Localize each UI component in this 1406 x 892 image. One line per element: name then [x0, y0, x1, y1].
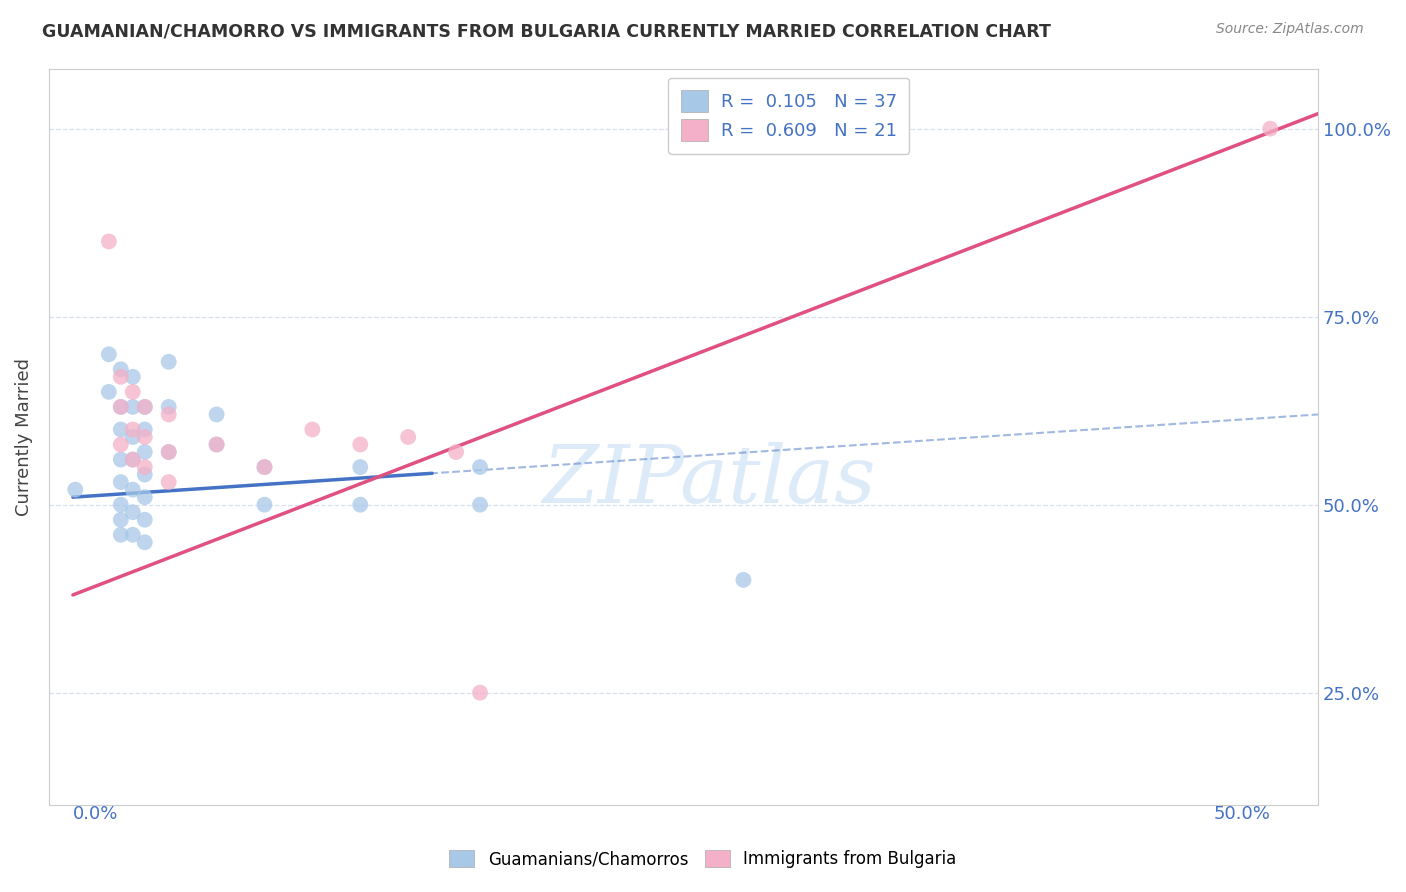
Point [121, 452, 143, 467]
Point [110, 452, 132, 467]
Point [121, 430, 143, 444]
Point [301, 422, 323, 436]
Point [110, 513, 132, 527]
Point [134, 467, 156, 482]
Point [121, 452, 143, 467]
Point [121, 384, 143, 399]
Text: ZIPatlas: ZIPatlas [543, 442, 876, 520]
Point [121, 400, 143, 414]
Point [65, 483, 87, 497]
Point [444, 445, 467, 459]
Point [1258, 121, 1281, 136]
Point [157, 355, 180, 369]
Point [349, 498, 371, 512]
Point [110, 437, 132, 451]
Point [110, 362, 132, 376]
Point [349, 437, 371, 451]
Text: Source: ZipAtlas.com: Source: ZipAtlas.com [1216, 22, 1364, 37]
Point [134, 400, 156, 414]
Text: 50.0%: 50.0% [1213, 805, 1270, 823]
Point [468, 498, 491, 512]
Point [110, 498, 132, 512]
Point [468, 460, 491, 475]
Point [157, 408, 180, 422]
Point [134, 400, 156, 414]
Point [134, 430, 156, 444]
Point [253, 460, 276, 475]
Point [396, 430, 419, 444]
Point [134, 460, 156, 475]
Point [110, 475, 132, 489]
Point [157, 475, 180, 489]
Text: 0.0%: 0.0% [73, 805, 118, 823]
Point [253, 460, 276, 475]
Point [121, 369, 143, 384]
Point [121, 528, 143, 542]
Point [733, 573, 755, 587]
Point [205, 437, 228, 451]
Point [349, 460, 371, 475]
Point [205, 408, 228, 422]
Point [253, 498, 276, 512]
Point [134, 490, 156, 504]
Point [97, 347, 120, 361]
Legend: Guamanians/Chamorros, Immigrants from Bulgaria: Guamanians/Chamorros, Immigrants from Bu… [443, 843, 963, 875]
Point [121, 422, 143, 436]
Point [205, 437, 228, 451]
Point [97, 384, 120, 399]
Point [134, 513, 156, 527]
Point [121, 505, 143, 519]
Point [468, 686, 491, 700]
Point [110, 528, 132, 542]
Point [110, 400, 132, 414]
Legend: R =  0.105   N = 37, R =  0.609   N = 21: R = 0.105 N = 37, R = 0.609 N = 21 [668, 78, 910, 154]
Point [110, 369, 132, 384]
Text: GUAMANIAN/CHAMORRO VS IMMIGRANTS FROM BULGARIA CURRENTLY MARRIED CORRELATION CHA: GUAMANIAN/CHAMORRO VS IMMIGRANTS FROM BU… [42, 22, 1052, 40]
Point [134, 422, 156, 436]
Point [110, 400, 132, 414]
Point [134, 445, 156, 459]
Point [157, 400, 180, 414]
Point [110, 422, 132, 436]
Point [97, 235, 120, 249]
Point [134, 535, 156, 549]
Point [121, 483, 143, 497]
Point [157, 445, 180, 459]
Y-axis label: Currently Married: Currently Married [15, 358, 32, 516]
Point [157, 445, 180, 459]
